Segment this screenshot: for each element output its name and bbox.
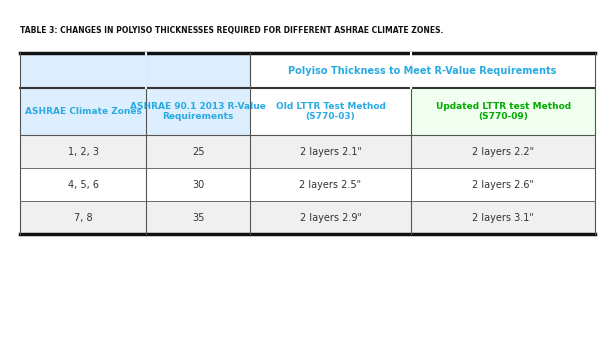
Text: 4, 5, 6: 4, 5, 6 (68, 180, 98, 190)
Bar (20, 135, 146, 168)
Bar (250, 201, 411, 234)
Bar (411, 201, 595, 234)
Text: 2 layers 2.5": 2 layers 2.5" (300, 180, 362, 190)
Bar (411, 168, 595, 201)
Text: 7, 8: 7, 8 (74, 212, 92, 223)
Bar (146, 135, 250, 168)
Text: Old LTTR Test Method
(S770-03): Old LTTR Test Method (S770-03) (276, 102, 386, 121)
Text: Updated LTTR test Method
(S770-09): Updated LTTR test Method (S770-09) (435, 102, 571, 121)
Text: 2 layers 2.1": 2 layers 2.1" (300, 147, 362, 156)
Text: TABLE 3: CHANGES IN POLYISO THICKNESSES REQUIRED FOR DIFFERENT ASHRAE CLIMATE ZO: TABLE 3: CHANGES IN POLYISO THICKNESSES … (20, 26, 443, 35)
Bar (20, 201, 146, 234)
Text: 25: 25 (192, 147, 204, 156)
Text: ASHRAE Climate Zones: ASHRAE Climate Zones (25, 107, 141, 116)
Text: 2 layers 2.2": 2 layers 2.2" (472, 147, 534, 156)
Bar (146, 168, 250, 201)
Text: 2 layers 2.9": 2 layers 2.9" (300, 212, 362, 223)
Bar (146, 201, 250, 234)
Text: Polyiso Thickness to Meet R-Value Requirements: Polyiso Thickness to Meet R-Value Requir… (288, 66, 557, 76)
Bar (250, 135, 411, 168)
Text: 35: 35 (192, 212, 204, 223)
Bar (411, 135, 595, 168)
Text: 2 layers 2.6": 2 layers 2.6" (472, 180, 534, 190)
Bar (250, 168, 411, 201)
Bar (20, 168, 146, 201)
Text: 1, 2, 3: 1, 2, 3 (68, 147, 98, 156)
Text: 30: 30 (192, 180, 204, 190)
Text: 2 layers 3.1": 2 layers 3.1" (472, 212, 534, 223)
Text: ASHRAE 90.1 2013 R-Value
Requirements: ASHRAE 90.1 2013 R-Value Requirements (130, 102, 266, 121)
